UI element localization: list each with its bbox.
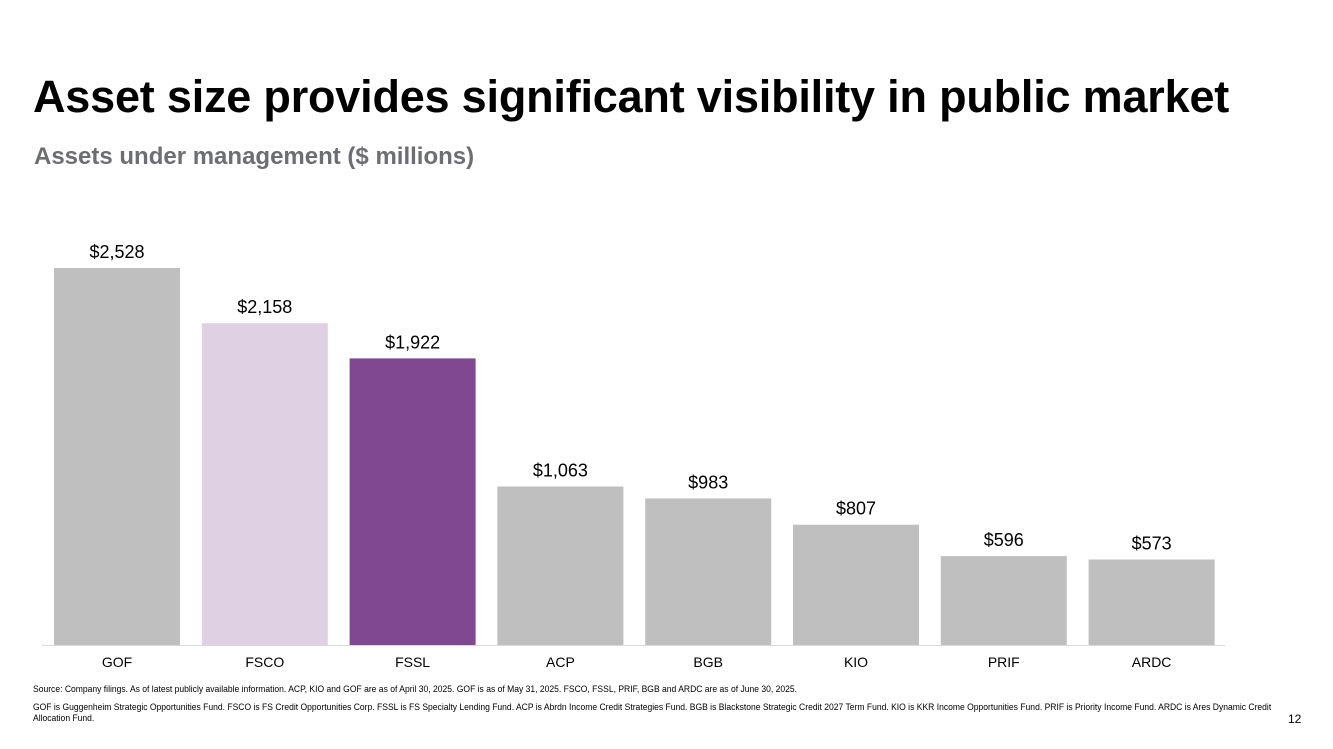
x-tick-label-ardc: ARDC xyxy=(1132,654,1172,670)
x-tick-label-kio: KIO xyxy=(844,654,868,670)
x-tick-label-fssl: FSSL xyxy=(395,654,430,670)
bar-gof xyxy=(54,268,180,645)
x-tick-label-gof: GOF xyxy=(102,654,132,670)
data-label-acp: $1,063 xyxy=(533,461,588,481)
bar-prif xyxy=(940,556,1067,645)
x-tick-label-acp: ACP xyxy=(546,654,575,670)
footnote-definitions: GOF is Guggenheim Strategic Opportunitie… xyxy=(33,702,1272,724)
data-label-ardc: $573 xyxy=(1132,534,1172,554)
data-label-bgb: $983 xyxy=(688,472,728,492)
bar-bgb xyxy=(645,498,772,645)
footnote-source: Source: Company filings. As of latest pu… xyxy=(33,684,798,695)
bar-kio xyxy=(793,524,919,645)
page-number: 12 xyxy=(1288,712,1302,726)
x-tick-label-bgb: BGB xyxy=(693,654,723,670)
data-label-fsco: $2,158 xyxy=(237,297,292,317)
bar-chart: $2,528 GOF $2,158 FSCO $1,922 FSSL $1,063 ACP $9… xyxy=(42,242,1225,670)
data-label-kio: $807 xyxy=(836,499,876,519)
data-label-prif: $596 xyxy=(984,530,1024,550)
x-tick-label-fsco: FSCO xyxy=(245,654,284,670)
x-tick-label-prif: PRIF xyxy=(988,654,1020,670)
chart-subtitle: Assets under management ($ millions) xyxy=(34,143,475,170)
data-label-fssl: $1,922 xyxy=(385,332,440,352)
bar-ardc xyxy=(1088,559,1215,645)
data-label-gof: $2,528 xyxy=(89,242,144,262)
bar-acp xyxy=(497,486,624,645)
page-title: Asset size provides significant visibili… xyxy=(33,71,1230,122)
bar-fssl xyxy=(349,358,476,645)
bar-fsco xyxy=(201,323,328,645)
